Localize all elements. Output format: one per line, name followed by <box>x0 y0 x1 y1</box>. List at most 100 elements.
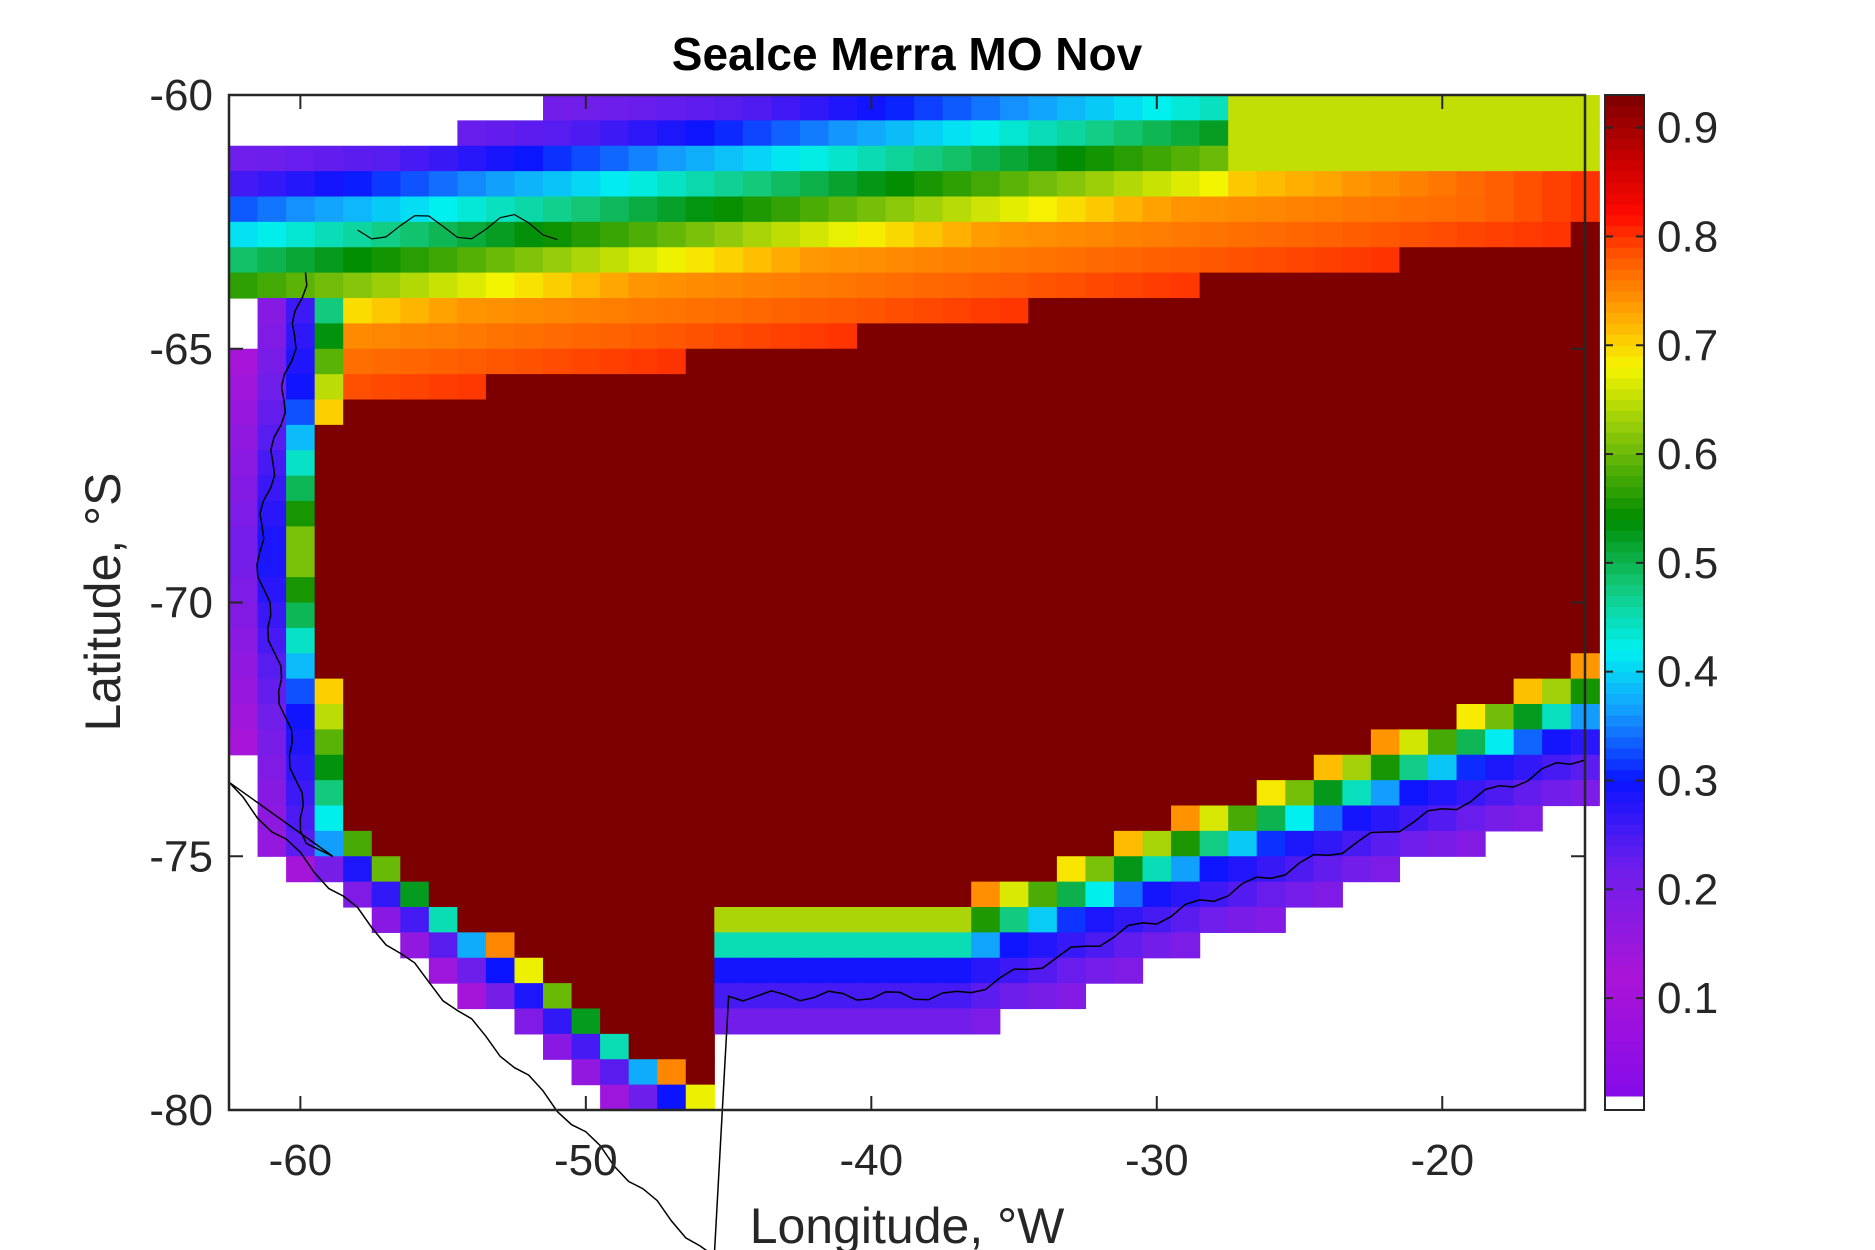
heatmap-cell <box>1256 678 1286 705</box>
heatmap-cell <box>400 830 430 857</box>
heatmap-cell <box>1513 475 1543 502</box>
heatmap-cell <box>828 704 858 730</box>
heatmap-cell <box>1427 577 1458 604</box>
heatmap-cell <box>229 450 259 477</box>
heatmap-cell <box>600 653 630 680</box>
heatmap-cell <box>828 957 858 984</box>
heatmap-cell <box>1485 145 1515 172</box>
heatmap-cell <box>1456 678 1486 705</box>
heatmap-cell <box>1370 678 1401 705</box>
heatmap-cell <box>1370 856 1401 883</box>
heatmap-cell <box>1171 399 1201 426</box>
heatmap-cell <box>1370 399 1401 426</box>
heatmap-cell <box>1056 323 1087 350</box>
heatmap-cell <box>771 399 801 426</box>
heatmap-cell <box>971 272 1001 299</box>
heatmap-cell <box>799 145 830 172</box>
heatmap-cell <box>1285 577 1315 604</box>
colorbar-segment <box>1605 236 1644 248</box>
heatmap-cell <box>485 907 516 933</box>
heatmap-cell <box>1542 196 1572 223</box>
heatmap-cell <box>371 196 401 223</box>
heatmap-cell <box>1228 577 1258 604</box>
heatmap-cell <box>942 704 972 730</box>
heatmap-cell <box>1399 171 1429 198</box>
heatmap-cell <box>771 805 801 832</box>
heatmap-cell <box>571 424 601 451</box>
heatmap-cell <box>543 145 573 172</box>
heatmap-cell <box>799 627 830 654</box>
heatmap-cell <box>714 957 744 984</box>
heatmap-cell <box>914 145 944 172</box>
heatmap-cell <box>742 907 772 933</box>
heatmap-cell <box>857 196 887 223</box>
heatmap-cell <box>1485 754 1515 781</box>
heatmap-cell <box>771 95 801 121</box>
heatmap-cell <box>771 247 801 274</box>
heatmap-cell <box>999 374 1029 401</box>
heatmap-cell <box>1028 348 1058 375</box>
heatmap-cell <box>600 932 630 959</box>
colorbar-segment <box>1605 290 1644 303</box>
heatmap-cell <box>999 577 1029 604</box>
heatmap-cell <box>1399 780 1429 807</box>
heatmap-cell <box>685 830 715 857</box>
heatmap-cell <box>742 805 772 832</box>
heatmap-cell <box>885 450 915 477</box>
heatmap-cell <box>485 247 516 274</box>
heatmap-cell <box>343 704 373 730</box>
heatmap-cell <box>1056 856 1087 883</box>
heatmap-cell <box>685 754 715 781</box>
island-outline <box>357 213 558 241</box>
heatmap-cell <box>1113 881 1144 908</box>
heatmap-cell <box>343 221 373 248</box>
heatmap-cell <box>714 196 744 223</box>
heatmap-cell <box>514 298 544 324</box>
heatmap-cell <box>600 627 630 654</box>
heatmap-cell <box>1199 145 1229 172</box>
heatmap-cell <box>1370 221 1401 248</box>
colorbar-segment <box>1605 508 1644 520</box>
heatmap-cell <box>600 551 630 578</box>
colorbar-segment <box>1605 258 1644 270</box>
heatmap-cell <box>742 196 772 223</box>
coastline-path <box>228 272 1586 1250</box>
heatmap-cell <box>371 602 401 629</box>
heatmap-cell <box>1142 856 1172 883</box>
heatmap-cell <box>999 95 1029 121</box>
heatmap-cell <box>1513 627 1543 654</box>
heatmap-cell <box>971 602 1001 629</box>
heatmap-cell <box>286 678 316 705</box>
heatmap-cell <box>314 805 344 832</box>
heatmap-cell <box>1485 780 1515 807</box>
heatmap-cell <box>257 729 287 756</box>
heatmap-cell <box>971 957 1001 984</box>
heatmap-cell <box>1113 526 1144 553</box>
heatmap-cell <box>828 907 858 933</box>
heatmap-cell <box>485 221 516 248</box>
heatmap-cell <box>286 374 316 401</box>
heatmap-cell <box>1171 653 1201 680</box>
heatmap-cell <box>942 424 972 451</box>
heatmap-cell <box>1313 95 1343 121</box>
heatmap-cell <box>1056 221 1087 248</box>
heatmap-cell <box>1228 95 1258 121</box>
heatmap-cell <box>457 627 487 654</box>
heatmap-cell <box>229 272 259 299</box>
heatmap-cell <box>1542 653 1572 680</box>
heatmap-cell <box>857 856 887 883</box>
heatmap-cell <box>771 450 801 477</box>
heatmap-cell <box>771 171 801 198</box>
heatmap-cell <box>971 678 1001 705</box>
heatmap-cell <box>1113 805 1144 832</box>
heatmap-cell <box>971 907 1001 933</box>
heatmap-cell <box>999 501 1029 527</box>
heatmap-cell <box>1028 501 1058 527</box>
heatmap-cell <box>1171 780 1201 807</box>
heatmap-cell <box>485 805 516 832</box>
heatmap-cell <box>885 501 915 527</box>
heatmap-cell <box>1285 501 1315 527</box>
colorbar-segment <box>1605 900 1644 912</box>
heatmap-cell <box>1542 120 1572 147</box>
heatmap-cell <box>428 729 458 756</box>
